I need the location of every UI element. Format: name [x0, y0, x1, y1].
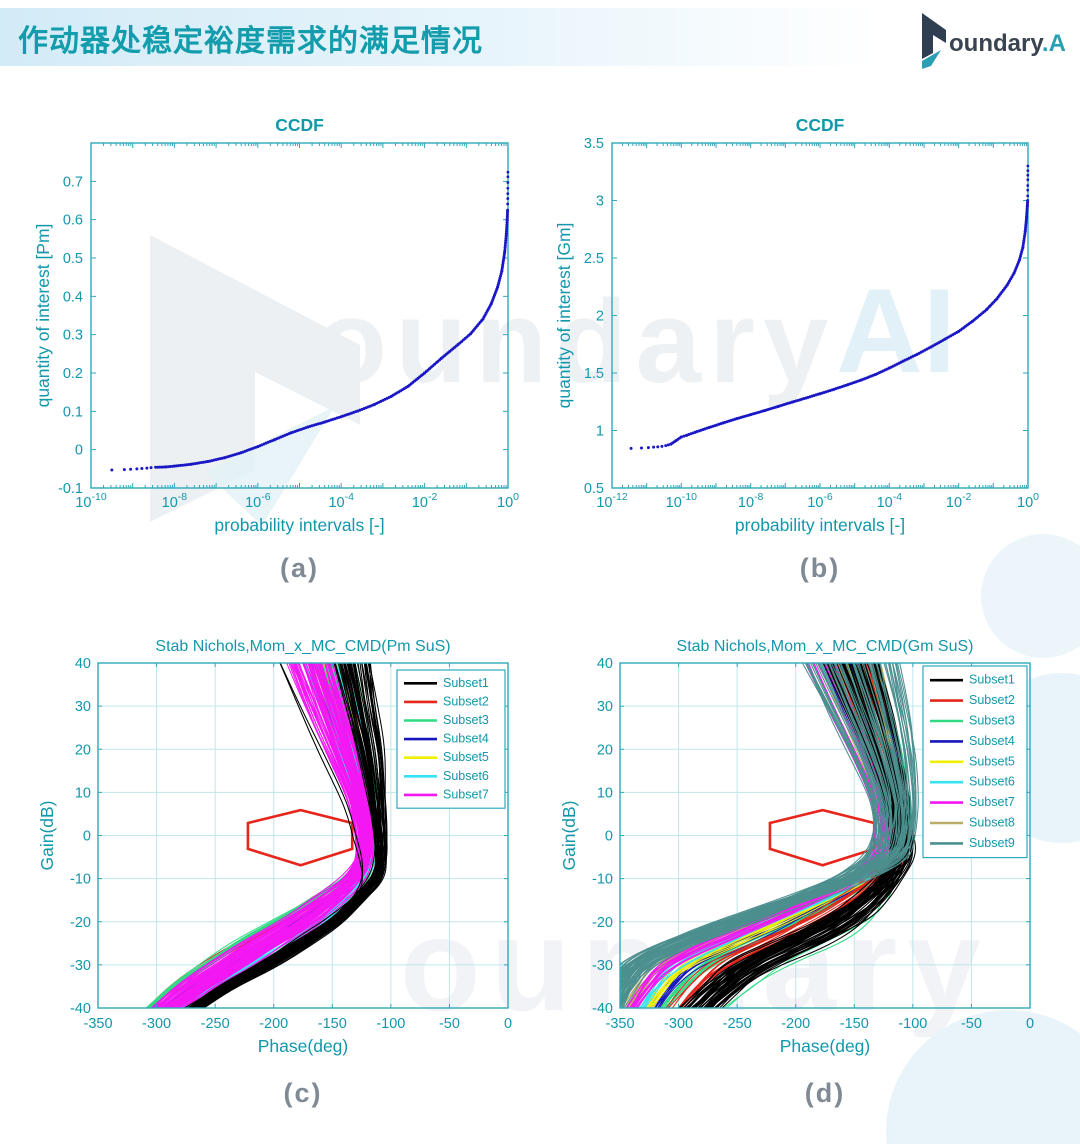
- ccdf-pm-canvas: [28, 105, 543, 550]
- svg-text:oundary.AI: oundary.AI: [949, 30, 1066, 57]
- header-strip: [0, 8, 880, 66]
- nichols-pm-panel: (c): [28, 630, 543, 1110]
- caption-a: (a): [280, 553, 319, 583]
- watermark-circle-mid: [981, 534, 1080, 658]
- ccdf-gm-panel: (b): [548, 105, 1063, 585]
- brand-logo: oundary.AI: [922, 13, 1066, 69]
- nichols-gm-canvas: [548, 630, 1063, 1075]
- ccdf-pm-panel: (a): [28, 105, 543, 585]
- caption-b: (b): [799, 553, 841, 583]
- header-bar: 作动器处稳定裕度需求的满足情况 oundary.AI: [0, 0, 1080, 80]
- caption-c: (c): [283, 1078, 323, 1108]
- page-title: 作动器处稳定裕度需求的满足情况: [18, 25, 483, 58]
- ccdf-gm-canvas: [548, 105, 1063, 550]
- logo-text: oundary: [949, 30, 1044, 57]
- nichols-pm-canvas: [28, 630, 543, 1075]
- nichols-gm-panel: (d): [548, 630, 1063, 1110]
- logo-icon: [922, 13, 946, 69]
- caption-d: (d): [804, 1078, 846, 1108]
- logo-suffix: .AI: [1042, 30, 1066, 57]
